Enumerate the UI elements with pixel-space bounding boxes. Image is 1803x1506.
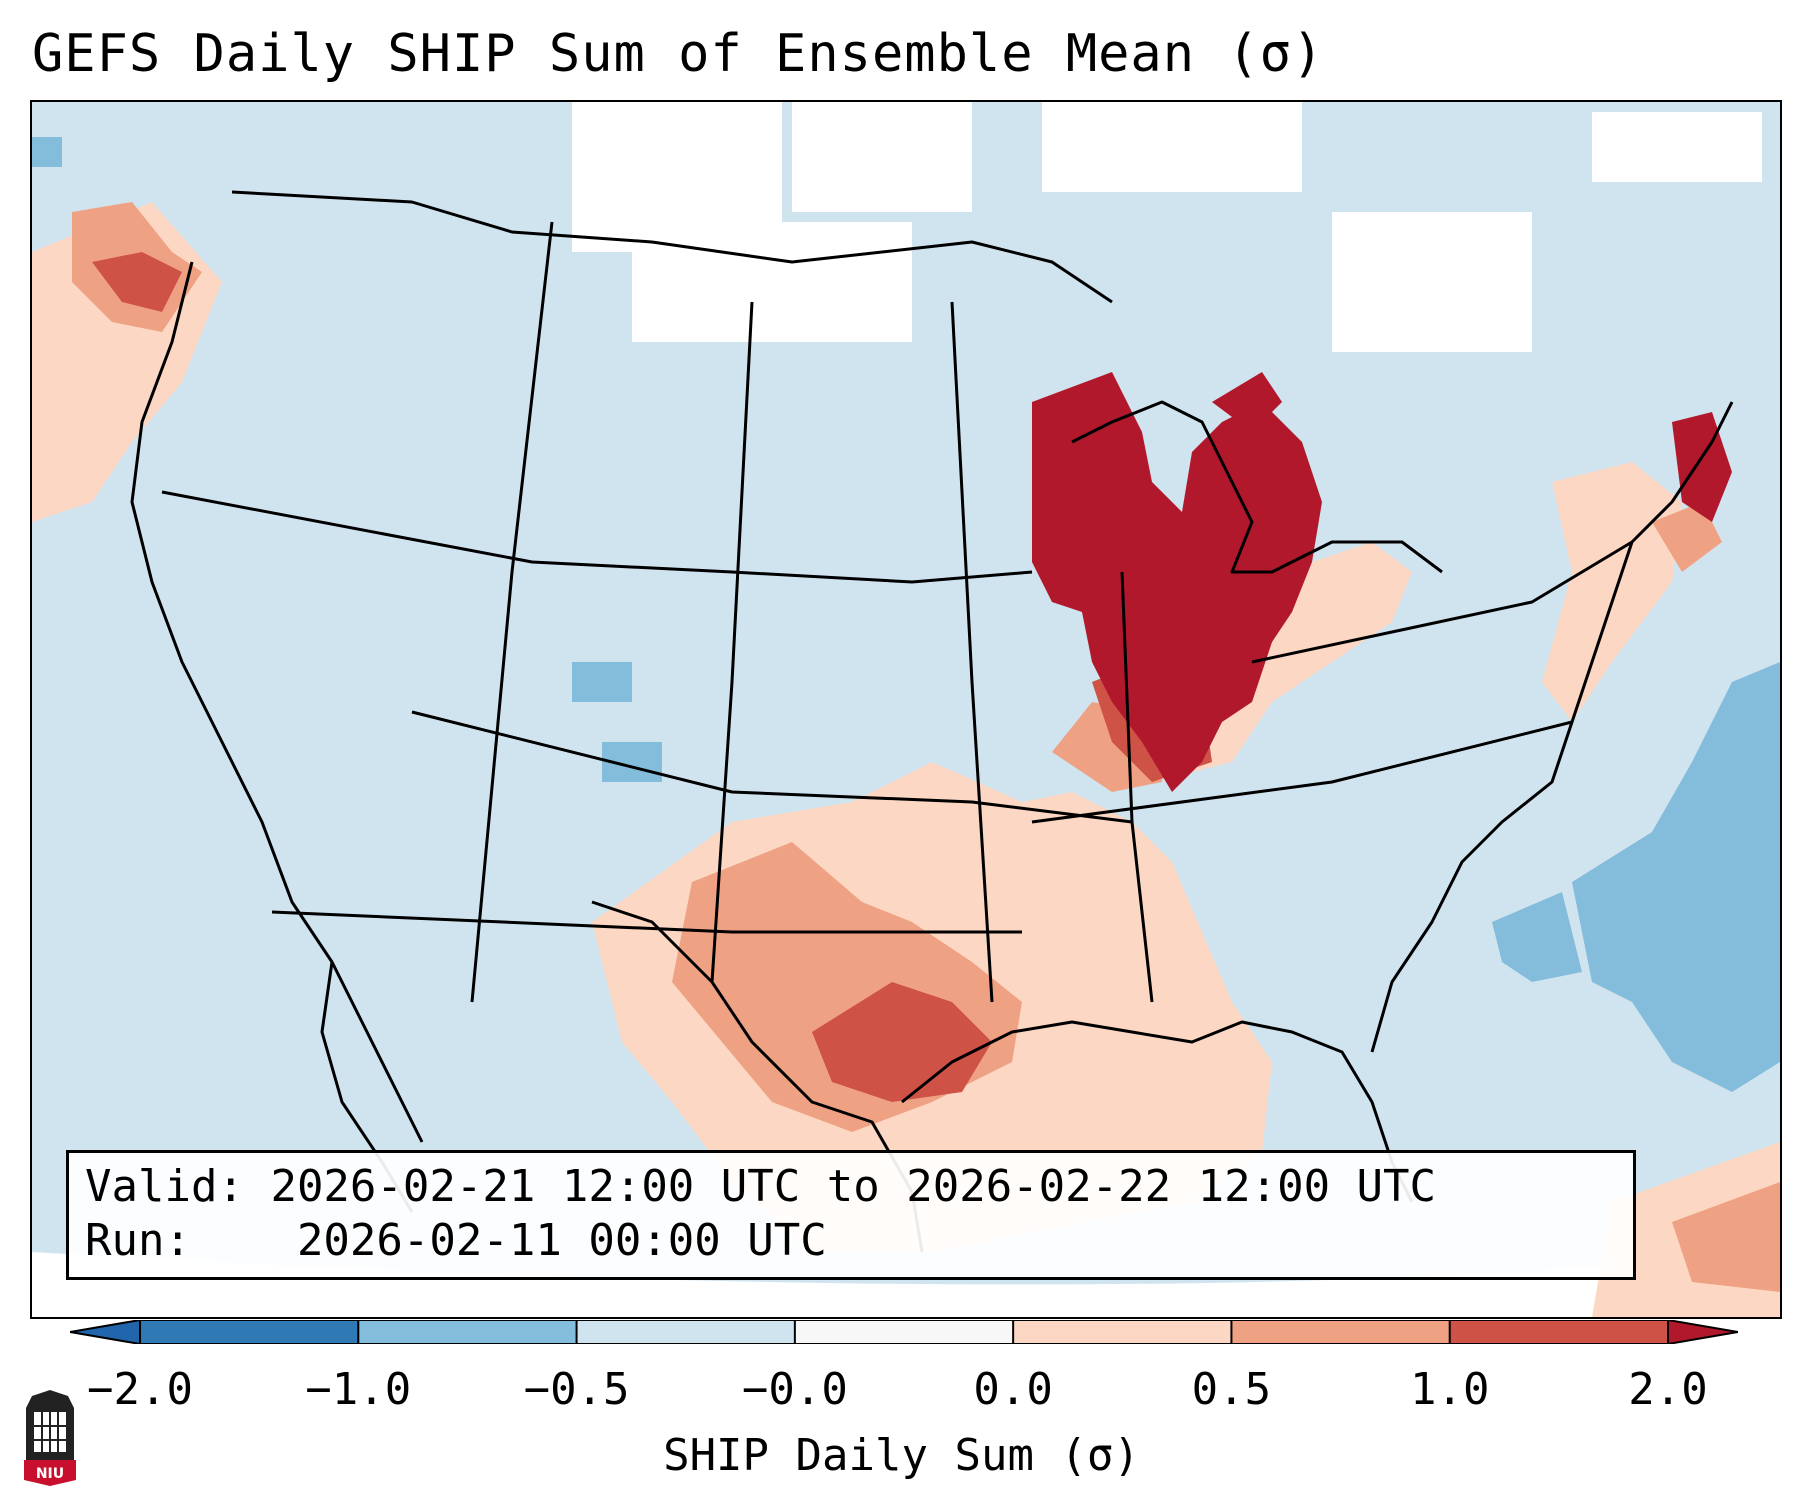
colorbar-segment xyxy=(576,1320,796,1344)
colorbar-extend-high xyxy=(1668,1320,1738,1344)
colorbar-tick-label: −2.0 xyxy=(87,1364,193,1415)
niu-logo: NIU xyxy=(24,1390,76,1486)
positive-anomaly-extreme xyxy=(1032,372,1732,792)
canada-border xyxy=(231,190,1113,304)
state-line-8 xyxy=(1251,540,1633,664)
valid-line: Valid: 2026-02-21 12:00 UTC to 2026-02-2… xyxy=(85,1161,1436,1212)
colorbar-tick-label: 2.0 xyxy=(1628,1364,1708,1415)
run-label: Run: xyxy=(85,1215,191,1266)
valid-label: Valid: xyxy=(85,1161,244,1212)
colorbar-segment xyxy=(140,1320,359,1344)
colorbar-extend-low xyxy=(70,1320,140,1344)
state-line-3 xyxy=(271,910,1022,934)
colorbar-segment xyxy=(794,1320,1014,1344)
map-panel xyxy=(30,100,1782,1319)
valid-value: 2026-02-21 12:00 UTC to 2026-02-22 12:00… xyxy=(270,1161,1437,1212)
run-value: 2026-02-11 00:00 UTC xyxy=(296,1215,827,1266)
negative-anomaly-atlantic xyxy=(32,137,1780,1092)
logo-text: NIU xyxy=(36,1466,64,1482)
colorbar-tick-label: 1.0 xyxy=(1409,1364,1490,1415)
great-lakes xyxy=(1071,400,1443,574)
map-svg xyxy=(32,102,1780,1317)
state-line-9 xyxy=(1031,720,1573,824)
colorbar-tick-label: −0.5 xyxy=(523,1364,630,1415)
near-zero-patches xyxy=(572,102,1762,352)
valid-run-box: Valid: 2026-02-21 12:00 UTC to 2026-02-2… xyxy=(66,1150,1636,1280)
colorbar-segment xyxy=(1013,1320,1232,1344)
chart-title: GEFS Daily SHIP Sum of Ensemble Mean (σ) xyxy=(32,24,1325,84)
colorbar-tick-label: 0.5 xyxy=(1191,1364,1272,1415)
colorbar-tick-label: −1.0 xyxy=(305,1364,412,1415)
gulf-coast xyxy=(901,1020,1414,1203)
state-line-7 xyxy=(1120,571,1154,1003)
state-line-1 xyxy=(161,490,1033,584)
colorbar-segment xyxy=(358,1320,578,1344)
colorbar-tick-label: −0.0 xyxy=(741,1364,848,1415)
colorbar-label: SHIP Daily Sum (σ) xyxy=(663,1430,1140,1481)
colorbar xyxy=(70,1320,1738,1344)
run-line: Run: 2026-02-11 00:00 UTC xyxy=(85,1215,827,1266)
state-line-6 xyxy=(950,301,994,1003)
state-line-5 xyxy=(710,301,754,983)
state-line-2 xyxy=(411,710,1133,824)
colorbar-segment xyxy=(1231,1320,1451,1344)
colorbar-tick-label: 0.0 xyxy=(973,1364,1053,1415)
state-line-4 xyxy=(470,221,554,1003)
pacific-coast xyxy=(130,261,424,1143)
colorbar-segment xyxy=(1449,1320,1669,1344)
base-field-region xyxy=(32,102,1780,1317)
